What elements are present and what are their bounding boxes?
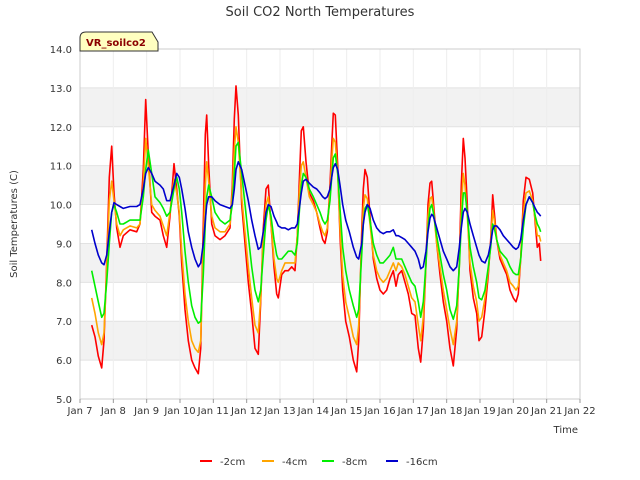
x-tick-label: Jan 16 — [363, 406, 395, 417]
y-tick-label: 11.0 — [50, 162, 72, 173]
x-tick-label: Jan 7 — [67, 406, 93, 417]
legend-label: -2cm — [220, 457, 245, 468]
plot-band — [80, 87, 580, 127]
plot-area-border — [79, 48, 581, 400]
legend-label: -16cm — [406, 457, 438, 468]
series-line-4cm — [90, 126, 542, 354]
x-axis-label: Time — [553, 425, 578, 436]
series-line-16cm — [90, 161, 542, 272]
y-tick-label: 10.0 — [50, 201, 72, 212]
x-tick-label: Jan 20 — [497, 406, 529, 417]
x-tick-label: Jan 13 — [263, 406, 295, 417]
badge-shape — [79, 31, 159, 52]
series-lines — [90, 85, 542, 375]
x-tick-label: Jan 11 — [197, 406, 229, 417]
plot-band — [80, 243, 580, 283]
y-axis-ticks: 5.0 6.0 7.0 8.0 9.0 10.0 11.0 12.0 13.0 14.0 — [50, 45, 72, 406]
x-tick-label: Jan 9 — [133, 406, 159, 417]
x-tick-label: Jan 18 — [430, 406, 462, 417]
plot-band — [80, 321, 580, 361]
x-tick-label: Jan 22 — [563, 406, 595, 417]
x-tick-label: Jan 8 — [100, 406, 126, 417]
y-tick-label: 7.0 — [56, 317, 72, 328]
chart-title: Soil CO2 North Temperatures — [226, 5, 415, 20]
x-tick-label: Jan 17 — [397, 406, 429, 417]
x-tick-label: Jan 15 — [330, 406, 362, 417]
y-axis-label: Soil Temperatures (C) — [9, 170, 20, 278]
legend-label: -8cm — [342, 457, 367, 468]
legend-label: -4cm — [282, 457, 307, 468]
y-tick-label: 8.0 — [56, 278, 72, 289]
y-tick-label: 5.0 — [56, 395, 72, 406]
y-tick-label: 9.0 — [56, 239, 72, 250]
plot-background-bands — [80, 87, 580, 361]
x-tick-label: Jan 19 — [463, 406, 495, 417]
y-tick-label: 12.0 — [50, 123, 72, 134]
x-tick-label: Jan 14 — [297, 406, 329, 417]
x-tick-label: Jan 10 — [163, 406, 195, 417]
legend: -2cm -4cm -8cm -16cm — [200, 457, 438, 468]
x-axis-ticks: Jan 7 Jan 8 Jan 9 Jan 10 Jan 11 Jan 12 Jan 13 J… — [67, 399, 596, 417]
y-tick-label: 6.0 — [56, 356, 72, 367]
x-tick-label: Jan 12 — [230, 406, 262, 417]
chart-badge: VR_soilco2 — [79, 31, 159, 52]
series-line-8cm — [90, 141, 542, 325]
y-tick-label: 13.0 — [50, 84, 72, 95]
x-tick-label: Jan 21 — [530, 406, 562, 417]
badge-label: VR_soilco2 — [86, 38, 146, 49]
y-tick-label: 14.0 — [50, 45, 72, 56]
